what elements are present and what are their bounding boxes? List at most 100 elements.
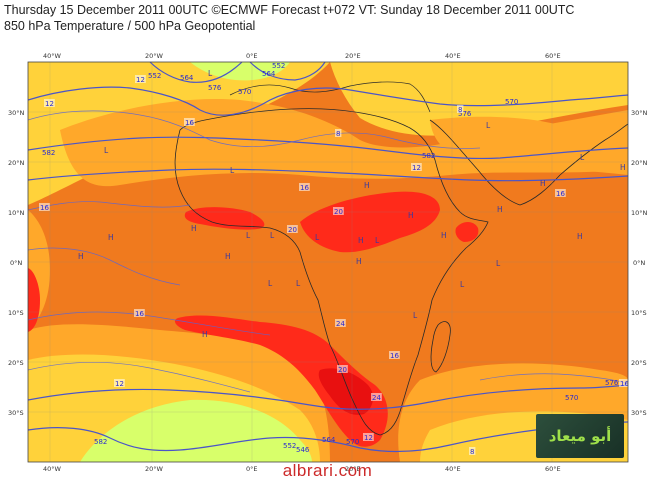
geopotential-label: 546 [296, 446, 310, 454]
pressure-center-mark: L [230, 166, 235, 175]
geopotential-label: 552 [148, 72, 161, 80]
lat-tick-label: 10°N [8, 209, 25, 217]
temperature-label-bg [134, 309, 145, 317]
geopotential-label: 576 [605, 379, 619, 387]
lat-tick-label: 30°S [631, 409, 647, 417]
temperature-label: 8 [336, 130, 340, 138]
graticule [28, 62, 628, 462]
temperature-label: 16 [300, 184, 309, 192]
pressure-center-mark: H [540, 179, 546, 188]
forecast-title: Thursday 15 December 2011 00UTC ©ECMWF F… [4, 3, 575, 17]
coastline-madagascar [430, 321, 451, 373]
temperature-label-bg [619, 379, 628, 387]
coastline-arabia [429, 119, 628, 206]
geopotential-label: 552 [283, 442, 296, 450]
pressure-center-mark: H [108, 233, 114, 242]
lon-tick-label: 0°E [246, 465, 258, 473]
temperature-label-bg [135, 75, 146, 83]
temperature-label: 16 [620, 380, 629, 388]
temperature-label: 24 [372, 394, 381, 402]
lat-tick-label: 20°N [631, 159, 648, 167]
geopotential-label: 582 [422, 152, 435, 160]
temperature-label: 16 [390, 352, 399, 360]
pressure-center-mark: H [497, 205, 503, 214]
pressure-center-mark: L [460, 280, 465, 289]
temperature-label-bg [184, 118, 195, 126]
lon-tick-label: 20°W [145, 465, 164, 473]
pressure-center-mark: H [225, 252, 231, 261]
geopotential-label: 570 [238, 88, 251, 96]
coastline-africa [174, 108, 489, 436]
lon-tick-label: 60°E [545, 52, 561, 60]
temperature-label: 16 [135, 310, 144, 318]
temperature-label-bg [114, 379, 125, 387]
pressure-center-mark: L [208, 69, 213, 78]
geopotential-label: 564 [322, 436, 336, 444]
lon-tick-label: 0°E [246, 52, 258, 60]
map-frame [27, 61, 629, 463]
geopotential-label: 582 [94, 438, 107, 446]
pressure-center-mark: H [620, 163, 626, 172]
pressure-center-mark: L [486, 121, 491, 130]
lat-tick-label: 20°N [8, 159, 25, 167]
lon-ticks-bottom: 40°W 20°W 0°E 20°E 40°E 60°E [43, 465, 561, 473]
temperature-label-bg [337, 365, 348, 373]
pressure-center-mark: H [358, 236, 364, 245]
temperature-zone-arabia [430, 116, 628, 175]
temperature-contours [28, 110, 628, 393]
geopotential-label: 570 [565, 394, 578, 402]
pressure-center-mark: L [296, 279, 301, 288]
temperature-label: 20 [288, 226, 297, 234]
pressure-center-mark: H [364, 181, 370, 190]
temperature-zone-north-east [330, 62, 628, 136]
logo-text: أبو ميعاد [548, 427, 612, 445]
lat-ticks-left: 30°N 20°N 10°N 0°N 10°S 20°S 30°S [8, 109, 25, 417]
geopotential-label: 576 [208, 84, 222, 92]
temperature-label: 12 [412, 164, 421, 172]
temperature-label: 20 [338, 366, 347, 374]
pressure-center-mark: L [413, 311, 418, 320]
lat-tick-label: 20°S [631, 359, 647, 367]
lon-ticks-top: 40°W 20°W 0°E 20°E 40°E 60°E [43, 52, 561, 60]
temperature-label-bg [469, 447, 476, 455]
temperature-label: 8 [458, 106, 462, 114]
pressure-center-mark: L [268, 279, 273, 288]
temperature-label-bg [335, 129, 342, 137]
temperature-zone-south-cold [80, 399, 312, 462]
lon-tick-label: 40°E [445, 465, 461, 473]
temperature-label-bg [457, 105, 464, 113]
temperature-labels: 12 12 16 16 16 20 20 8 8 12 16 16 12 24 16 20 24 16 12 8 [39, 75, 629, 456]
pressure-center-mark: L [246, 231, 251, 240]
geopotential-label: 570 [505, 98, 518, 106]
temperature-label-bg [363, 433, 374, 441]
temperature-label-bg [39, 203, 50, 211]
lat-tick-label: 10°S [631, 309, 647, 317]
pressure-center-mark: H [356, 257, 362, 266]
temperature-label: 16 [185, 119, 194, 127]
hot-zone-horn [455, 222, 479, 242]
lon-tick-label: 60°E [545, 465, 561, 473]
lat-tick-label: 10°S [8, 309, 24, 317]
pressure-centers: L L L L L L L L L L L L L L H H H H H H H H H H H H H H [78, 69, 626, 339]
lon-tick-label: 40°E [445, 52, 461, 60]
lat-tick-label: 30°N [631, 109, 648, 117]
lon-tick-label: 40°W [43, 52, 62, 60]
lat-tick-label: 20°S [8, 359, 24, 367]
pressure-center-mark: H [577, 232, 583, 241]
hot-zone-sahel-central [300, 191, 440, 253]
temperature-label-bg [299, 183, 310, 191]
pressure-center-mark: L [104, 146, 109, 155]
temperature-label: 16 [556, 190, 565, 198]
pressure-center-mark: H [78, 252, 84, 261]
hot-zone-southern-africa [174, 315, 388, 447]
geopotential-label: 576 [458, 110, 472, 118]
lat-ticks-right: 30°N 20°N 10°N 0°N 10°S 20°S 30°S [631, 109, 648, 417]
temperature-label-bg [335, 319, 346, 327]
geopotential-label: 564 [180, 74, 194, 82]
geopotential-label: 552 [272, 62, 285, 70]
lat-tick-label: 30°N [8, 109, 25, 117]
temperature-label: 12 [136, 76, 145, 84]
geopotential-label: 570 [346, 438, 359, 446]
